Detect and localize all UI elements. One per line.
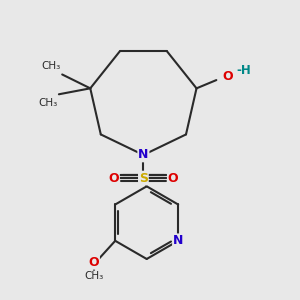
Text: N: N: [173, 234, 183, 247]
Text: CH₃: CH₃: [38, 98, 57, 108]
Text: O: O: [223, 70, 233, 83]
Text: CH₃: CH₃: [41, 61, 61, 70]
Text: CH₃: CH₃: [84, 271, 104, 281]
Text: -H: -H: [236, 64, 251, 77]
Text: O: O: [88, 256, 99, 269]
Text: S: S: [139, 172, 148, 184]
Text: O: O: [108, 172, 119, 184]
Text: N: N: [138, 148, 148, 161]
Text: O: O: [168, 172, 178, 184]
